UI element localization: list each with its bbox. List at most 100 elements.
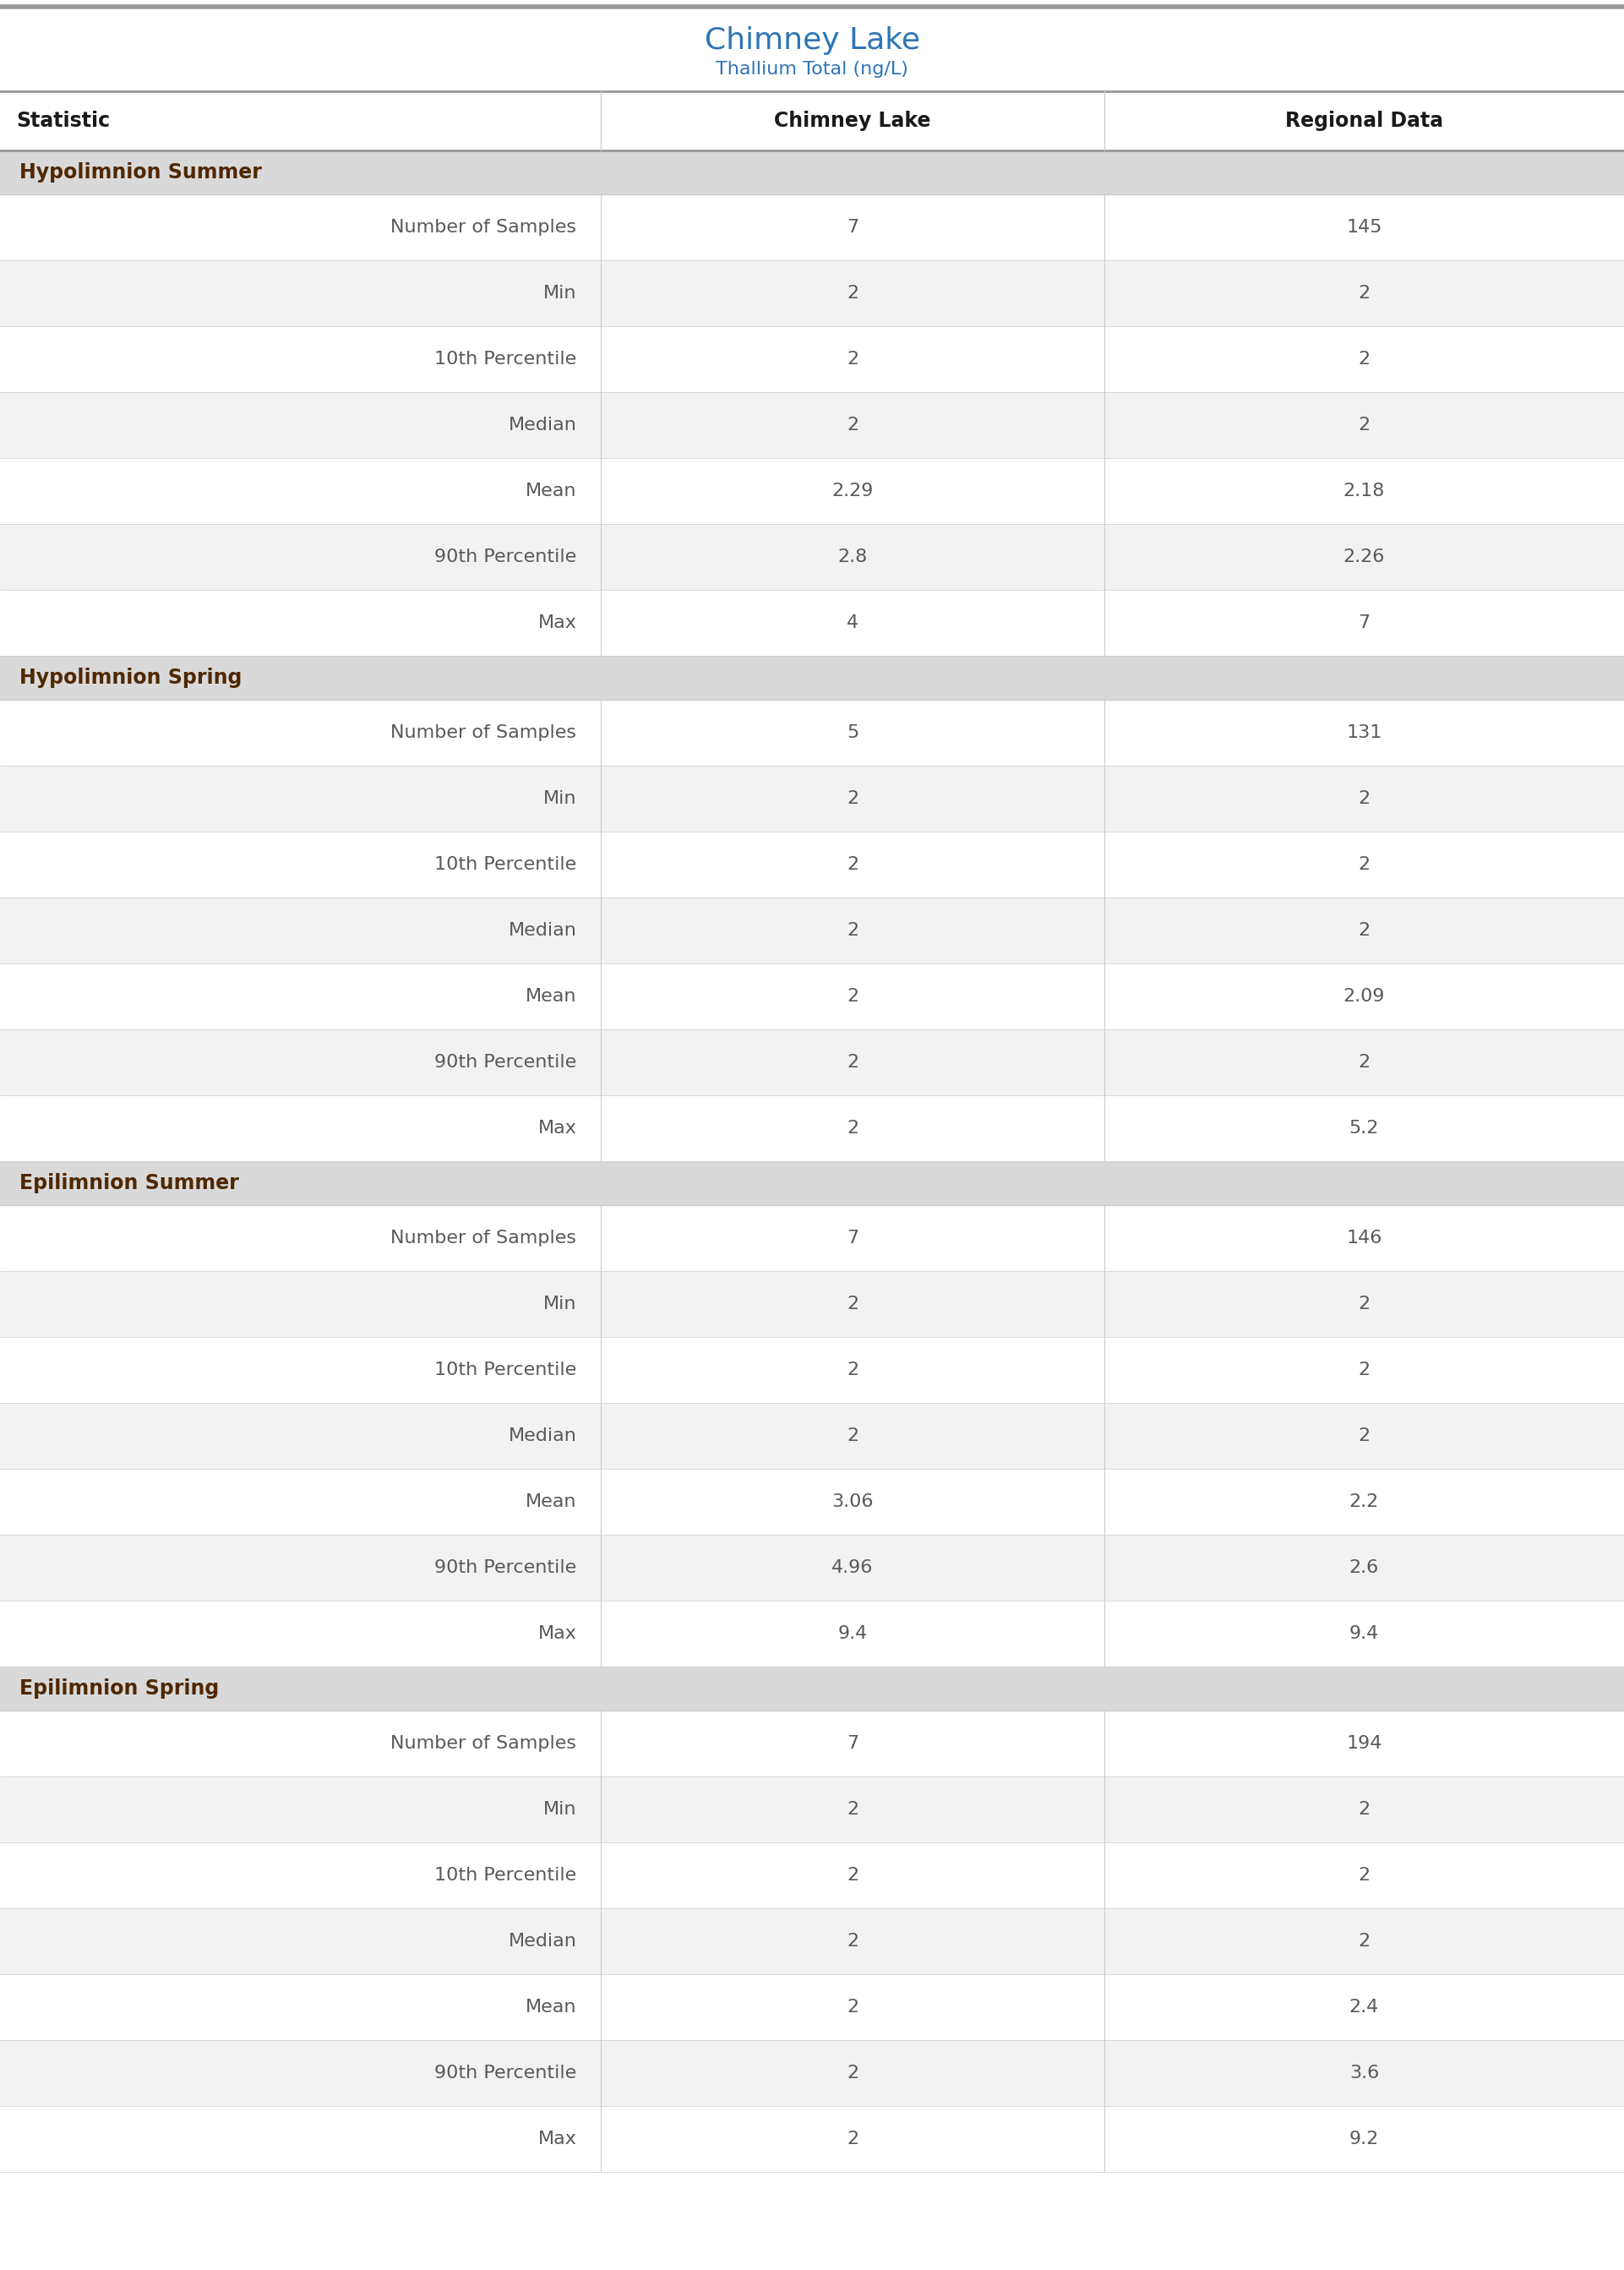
Text: Number of Samples: Number of Samples [391,218,577,236]
Text: 9.4: 9.4 [838,1625,867,1641]
Text: 2: 2 [1358,1866,1371,1884]
Text: 5: 5 [846,724,859,742]
Text: 2: 2 [1358,922,1371,940]
Text: 2: 2 [846,987,859,1006]
Text: 131: 131 [1346,724,1382,742]
Text: Epilimnion Summer: Epilimnion Summer [19,1174,239,1194]
Text: 9.2: 9.2 [1350,2132,1379,2147]
Text: Max: Max [538,2132,577,2147]
Text: 2: 2 [1358,1053,1371,1071]
Text: 5.2: 5.2 [1350,1119,1379,1137]
Text: 2: 2 [846,856,859,874]
Bar [0,2041,1624,2107]
Bar [0,656,1624,699]
Text: 145: 145 [1346,218,1382,236]
Text: 2: 2 [1358,1932,1371,1950]
Bar [0,831,1624,897]
Text: 7: 7 [846,1230,859,1246]
Text: 10th Percentile: 10th Percentile [434,1866,577,1884]
Text: 2: 2 [1358,790,1371,808]
Text: 2: 2 [846,1053,859,1071]
Bar [0,2107,1624,2172]
Text: Number of Samples: Number of Samples [391,1734,577,1752]
Text: Hypolimnion Summer: Hypolimnion Summer [19,161,261,182]
Bar [0,765,1624,831]
Text: 2: 2 [1358,856,1371,874]
Text: 2: 2 [846,790,859,808]
Bar [0,590,1624,656]
Text: 2: 2 [1358,1296,1371,1312]
Text: 2: 2 [846,1362,859,1378]
Text: Regional Data: Regional Data [1285,111,1444,132]
Text: 2: 2 [1358,418,1371,434]
Bar [0,1469,1624,1535]
Text: Max: Max [538,615,577,631]
Text: 2: 2 [846,1998,859,2016]
Bar [0,1535,1624,1600]
Text: 2.26: 2.26 [1343,549,1385,565]
Text: 2: 2 [846,2066,859,2082]
Text: 2.09: 2.09 [1343,987,1385,1006]
Text: 2: 2 [846,2132,859,2147]
Text: 146: 146 [1346,1230,1382,1246]
Text: Median: Median [508,922,577,940]
Bar [0,393,1624,459]
Text: Number of Samples: Number of Samples [391,724,577,742]
Bar [0,1712,1624,1777]
Text: 7: 7 [1358,615,1371,631]
Text: 90th Percentile: 90th Percentile [434,1559,577,1575]
Text: 2: 2 [1358,284,1371,302]
Bar [0,1028,1624,1096]
Text: 10th Percentile: 10th Percentile [434,1362,577,1378]
Text: 10th Percentile: 10th Percentile [434,856,577,874]
Bar [0,1666,1624,1712]
Text: Median: Median [508,1932,577,1950]
Text: 90th Percentile: 90th Percentile [434,549,577,565]
Text: Min: Min [542,790,577,808]
Bar [0,91,1624,150]
Text: Mean: Mean [526,1494,577,1510]
Text: Hypolimnion Spring: Hypolimnion Spring [19,667,242,688]
Bar [0,524,1624,590]
Bar [0,1600,1624,1666]
Bar [0,1403,1624,1469]
Bar [0,699,1624,765]
Text: 7: 7 [846,218,859,236]
Text: 3.06: 3.06 [831,1494,874,1510]
Bar [0,1096,1624,1162]
Text: Median: Median [508,418,577,434]
Text: Min: Min [542,1800,577,1818]
Text: 2.4: 2.4 [1350,1998,1379,2016]
Text: 2: 2 [1358,352,1371,368]
Text: 2: 2 [846,1119,859,1137]
Text: 2.29: 2.29 [831,484,874,499]
Text: Min: Min [542,284,577,302]
Text: 2: 2 [846,418,859,434]
Bar [0,327,1624,393]
Text: 2: 2 [846,1428,859,1444]
Text: 2: 2 [1358,1428,1371,1444]
Text: 2: 2 [846,1932,859,1950]
Text: Max: Max [538,1625,577,1641]
Text: 2.6: 2.6 [1350,1559,1379,1575]
Text: 9.4: 9.4 [1350,1625,1379,1641]
Text: Min: Min [542,1296,577,1312]
Text: Statistic: Statistic [16,111,110,132]
Text: 2: 2 [846,1296,859,1312]
Text: 2: 2 [1358,1800,1371,1818]
Text: 2: 2 [846,1800,859,1818]
Bar [0,1777,1624,1843]
Bar [0,1271,1624,1337]
Text: 90th Percentile: 90th Percentile [434,1053,577,1071]
Text: 3.6: 3.6 [1350,2066,1379,2082]
Bar [0,1909,1624,1975]
Text: 2.18: 2.18 [1343,484,1385,499]
Text: Number of Samples: Number of Samples [391,1230,577,1246]
Text: Chimney Lake: Chimney Lake [705,27,919,54]
Text: 10th Percentile: 10th Percentile [434,352,577,368]
Text: 90th Percentile: 90th Percentile [434,2066,577,2082]
Text: 2.2: 2.2 [1350,1494,1379,1510]
Text: 194: 194 [1346,1734,1382,1752]
Bar [0,150,1624,195]
Bar [0,1337,1624,1403]
